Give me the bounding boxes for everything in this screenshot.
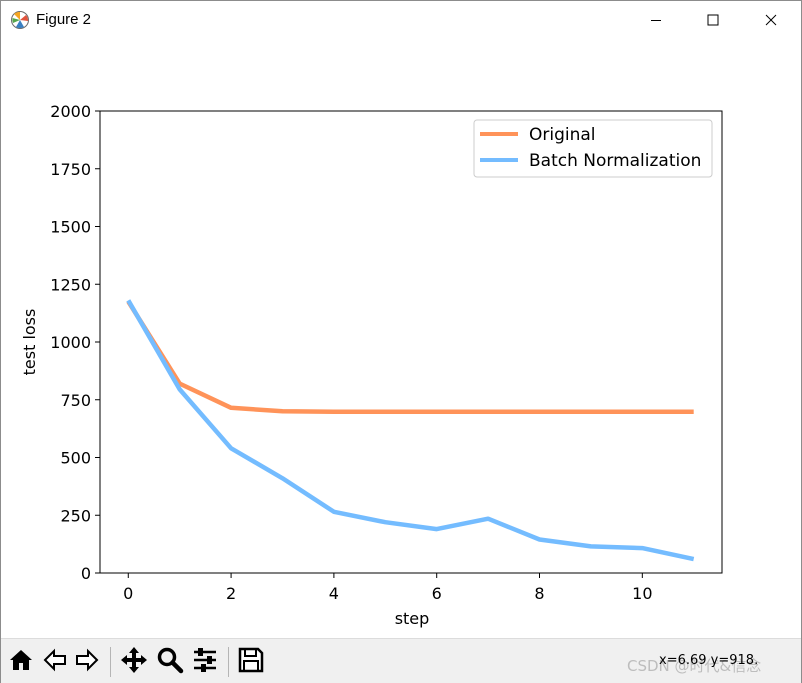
line-chart: 0 250 500 750 1000 1250 1500 1750 2000 0 2 4 6 8 10 s…	[20, 102, 723, 628]
maximize-button[interactable]	[685, 1, 741, 39]
arrow-right-icon	[74, 647, 100, 677]
minimize-icon	[650, 11, 662, 30]
matplotlib-logo-icon	[10, 10, 30, 30]
x-tick-label: 0	[123, 584, 133, 603]
x-tick-label: 4	[329, 584, 339, 603]
series-lines	[126, 299, 695, 562]
y-tick-label: 2000	[50, 102, 91, 121]
home-icon	[8, 647, 34, 677]
close-icon	[765, 11, 777, 30]
maximize-icon	[707, 11, 719, 30]
x-tick-label: 8	[534, 584, 544, 603]
move-icon	[120, 646, 148, 678]
watermark-text: CSDN @时代&信念	[627, 657, 762, 675]
zoom-button[interactable]	[154, 647, 186, 677]
y-tick-label: 1250	[50, 275, 91, 294]
y-tick-label: 1750	[50, 160, 91, 179]
y-tick-label: 0	[81, 564, 91, 583]
minimize-button[interactable]	[628, 1, 684, 39]
y-tick-label: 1500	[50, 218, 91, 237]
plot-frame	[99, 110, 723, 574]
legend: Original Batch Normalization	[473, 119, 713, 178]
x-axis: 0 2 4 6 8 10	[123, 573, 653, 603]
forward-button[interactable]	[71, 647, 103, 677]
x-tick-label: 2	[226, 584, 236, 603]
legend-box	[473, 119, 713, 178]
y-tick-label: 750	[60, 391, 91, 410]
series-line-batch-normalization	[126, 299, 695, 562]
y-axis-label: test loss	[20, 309, 39, 376]
configure-subplots-button[interactable]	[189, 647, 221, 677]
y-tick-label: 1000	[50, 333, 91, 352]
title-bar[interactable]: Figure 2	[1, 1, 801, 39]
figure-canvas[interactable]: 0 250 500 750 1000 1250 1500 1750 2000 0 2 4 6 8 10 s…	[1, 39, 801, 637]
legend-label-batch-normalization: Batch Normalization	[529, 151, 701, 171]
y-tick-label: 500	[60, 449, 91, 468]
floppy-disk-icon	[238, 647, 264, 677]
save-button[interactable]	[235, 647, 267, 677]
x-tick-label: 10	[632, 584, 652, 603]
toolbar-separator	[228, 647, 229, 677]
magnifier-icon	[156, 646, 184, 678]
legend-label-original: Original	[529, 125, 596, 145]
back-button[interactable]	[39, 647, 71, 677]
pan-button[interactable]	[118, 647, 150, 677]
toolbar-separator	[110, 647, 111, 677]
close-button[interactable]	[743, 1, 799, 39]
home-button[interactable]	[5, 647, 37, 677]
series-line-original	[126, 300, 694, 415]
x-tick-label: 6	[432, 584, 442, 603]
cursor-coordinates: x=6.69 y=918.	[659, 653, 759, 668]
y-axis: 0 250 500 750 1000 1250 1500 1750 2000	[50, 102, 100, 583]
sliders-icon	[191, 646, 219, 678]
y-tick-label: 250	[60, 506, 91, 525]
arrow-left-icon	[42, 647, 68, 677]
window-title: Figure 2	[36, 11, 92, 28]
navigation-toolbar: CSDN @时代&信念 x=6.69 y=918.	[1, 638, 801, 683]
x-axis-label: step	[395, 609, 430, 628]
